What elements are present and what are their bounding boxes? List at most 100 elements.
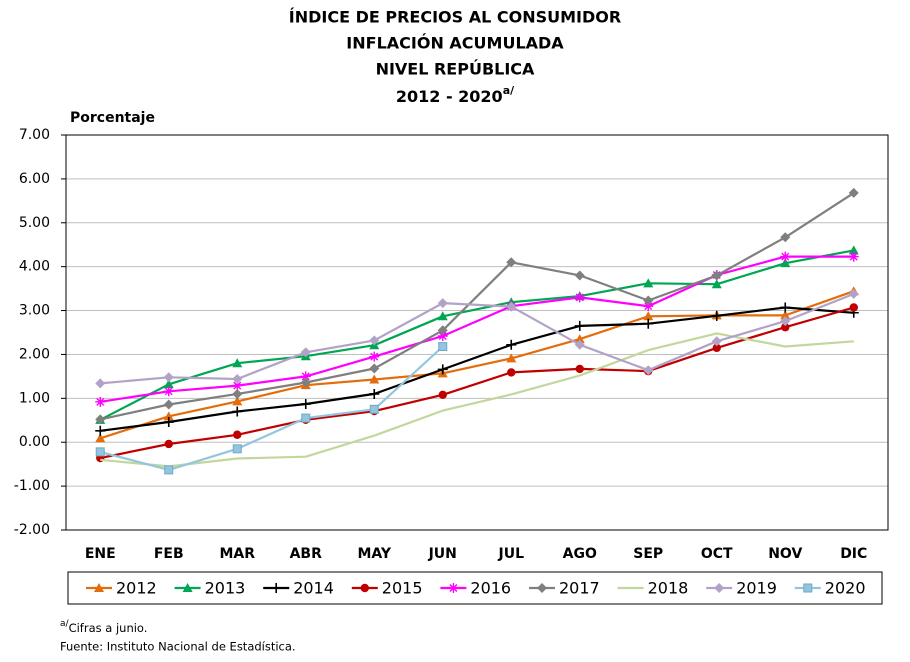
marker — [164, 439, 173, 449]
series-line — [100, 345, 444, 471]
marker — [301, 413, 311, 423]
marker — [643, 311, 654, 321]
x-tick-label: DIC — [840, 546, 867, 562]
marker — [300, 377, 311, 388]
plot-area — [65, 134, 889, 531]
marker — [448, 583, 459, 593]
marker — [848, 251, 859, 262]
marker — [780, 302, 791, 313]
chart-title-line: 2012 - 2020a/ — [396, 84, 515, 106]
y-tick-label: 2.00 — [19, 346, 50, 362]
legend-label: 2013 — [205, 579, 246, 598]
x-tick-label: OCT — [701, 546, 733, 562]
x-tick-label: SEP — [633, 546, 663, 562]
marker — [163, 379, 174, 389]
marker — [574, 334, 585, 344]
marker — [711, 336, 722, 347]
marker — [232, 444, 242, 454]
y-tick-label: -2.00 — [14, 522, 50, 538]
marker — [507, 368, 516, 377]
marker — [163, 372, 174, 383]
marker — [300, 347, 311, 358]
y-tick-label: 3.00 — [19, 303, 50, 319]
marker — [437, 364, 448, 375]
marker — [781, 323, 790, 332]
note-text: Cifras a junio. — [69, 621, 148, 635]
marker — [163, 399, 174, 410]
series-line — [100, 332, 854, 468]
marker — [643, 295, 654, 306]
marker — [95, 414, 106, 425]
marker — [95, 447, 105, 457]
marker — [574, 292, 585, 303]
marker — [712, 343, 721, 353]
y-tick-label: 1.00 — [19, 390, 50, 406]
y-axis-label: Porcentaje — [70, 110, 155, 126]
legend-box — [67, 571, 883, 605]
marker — [537, 583, 547, 593]
marker — [271, 583, 282, 593]
marker — [95, 433, 106, 443]
marker — [848, 187, 859, 198]
y-tick-label: 7.00 — [19, 127, 50, 143]
marker — [848, 245, 859, 255]
marker — [780, 251, 791, 262]
x-tick-label: AGO — [563, 546, 597, 562]
x-tick-label: ABR — [290, 546, 323, 562]
y-tick-label: 0.00 — [19, 434, 50, 450]
footnote: a/Cifras a junio. — [60, 619, 147, 635]
marker — [182, 583, 193, 592]
legend-label: 2018 — [648, 579, 689, 598]
legend-label: 2020 — [825, 579, 866, 598]
x-tick-label: MAR — [219, 546, 255, 562]
marker — [643, 301, 654, 312]
marker — [711, 310, 722, 321]
x-tick-label: MAY — [357, 546, 391, 562]
marker — [574, 320, 585, 331]
x-tick-label: NOV — [768, 546, 802, 562]
marker — [369, 363, 380, 374]
marker — [438, 342, 448, 352]
marker — [360, 583, 369, 593]
marker — [780, 310, 791, 320]
marker — [95, 425, 106, 436]
marker — [232, 388, 243, 399]
marker — [232, 380, 243, 391]
chart-title: ÍNDICE DE PRECIOS AL CONSUMIDOR — [289, 8, 621, 27]
series-line — [100, 292, 855, 385]
marker — [437, 331, 448, 342]
marker — [232, 358, 243, 368]
marker — [232, 396, 243, 406]
series-line — [100, 191, 855, 421]
marker — [369, 335, 380, 346]
marker — [506, 301, 517, 312]
marker — [369, 404, 379, 414]
legend-label: 2016 — [470, 579, 511, 598]
legend-label: 2014 — [293, 579, 334, 598]
marker — [95, 378, 106, 389]
marker — [95, 396, 106, 407]
marker — [164, 465, 174, 475]
note-mark: a/ — [60, 619, 70, 629]
marker — [94, 583, 104, 592]
marker — [574, 270, 585, 281]
marker — [506, 339, 517, 350]
marker — [163, 411, 174, 421]
marker — [780, 316, 791, 327]
marker — [163, 417, 174, 428]
y-tick-label: 6.00 — [19, 171, 50, 187]
x-tick-label: ENE — [85, 546, 116, 562]
y-tick-label: -1.00 — [14, 478, 50, 494]
note-mark: a/ — [503, 84, 515, 97]
marker — [163, 386, 174, 397]
legend-label: 2012 — [116, 579, 157, 598]
series-line — [100, 306, 854, 432]
legend-label: 2017 — [559, 579, 600, 598]
marker — [437, 298, 448, 309]
marker — [437, 311, 448, 321]
source: Fuente: Instituto Nacional de Estadístic… — [60, 640, 296, 654]
marker — [780, 258, 791, 268]
marker — [369, 388, 380, 399]
legend-label: 2015 — [382, 579, 423, 598]
series-line — [100, 255, 854, 403]
